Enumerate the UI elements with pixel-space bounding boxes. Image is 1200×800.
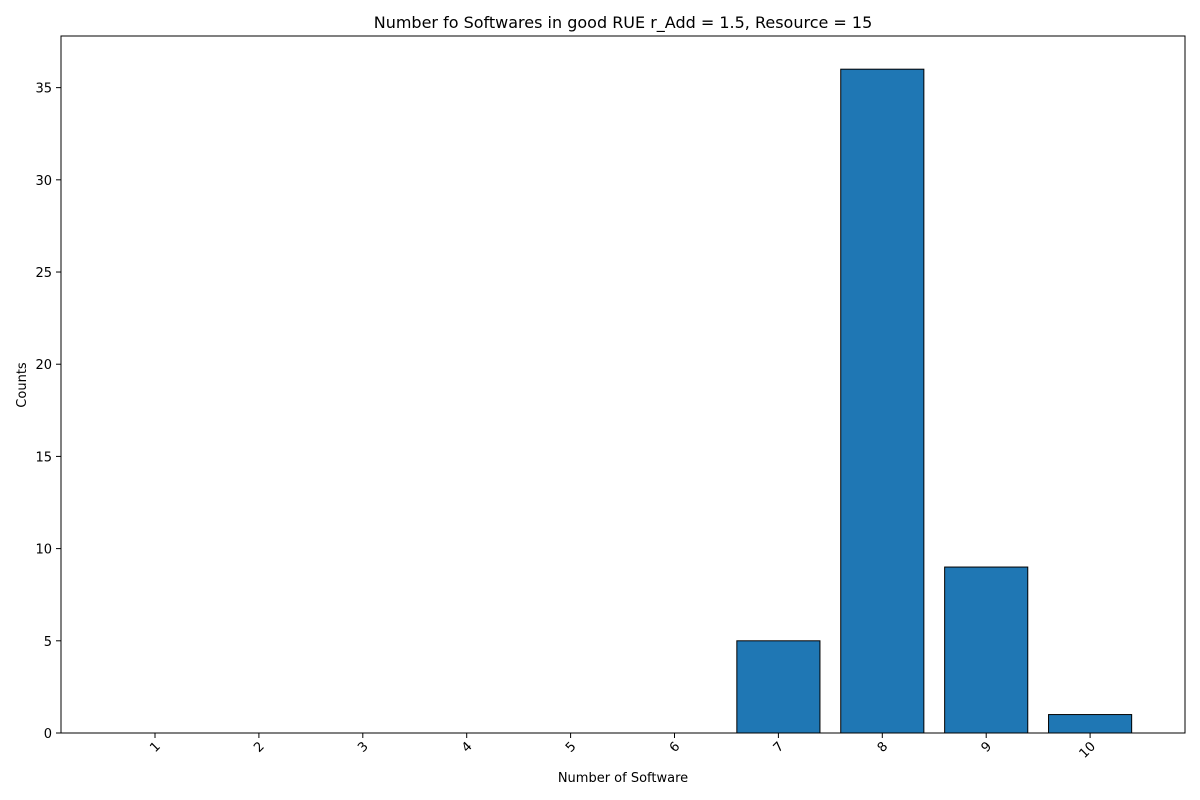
y-axis: 0 5 10 15 20 25 30 35	[35, 82, 61, 742]
y-tick-label: 5	[44, 635, 52, 650]
x-tick-label: 3	[355, 739, 371, 755]
y-tick-label: 25	[35, 266, 52, 281]
x-tick-label: 4	[459, 739, 475, 755]
x-tick-label: 6	[667, 739, 683, 755]
y-tick-label: 20	[35, 358, 52, 373]
x-axis: 1 2 3 4 5 6 7 8 9 10	[147, 733, 1099, 762]
x-axis-label: Number of Software	[558, 771, 688, 786]
bars-group	[736, 68, 1133, 734]
x-tick-label: 1	[147, 739, 163, 755]
plot-frame	[60, 35, 1186, 734]
x-tick-label: 5	[563, 739, 579, 755]
x-tick-label: 7	[771, 739, 787, 755]
x-tick-label: 10	[1077, 739, 1099, 761]
x-tick-label: 2	[251, 739, 267, 755]
x-tick-label: 8	[875, 739, 891, 755]
y-tick-label: 0	[44, 727, 52, 742]
y-tick-label: 30	[35, 174, 52, 189]
bar-8	[840, 68, 925, 734]
y-tick-label: 15	[35, 450, 52, 465]
bar-9	[944, 566, 1029, 734]
y-tick-label: 10	[35, 543, 52, 558]
chart-title: Number fo Softwares in good RUE r_Add = …	[374, 13, 873, 33]
x-tick-label: 9	[979, 739, 995, 755]
y-tick-label: 35	[35, 82, 52, 97]
y-axis-label: Counts	[15, 362, 30, 408]
bar-10	[1048, 714, 1133, 734]
bar-7	[736, 640, 821, 734]
